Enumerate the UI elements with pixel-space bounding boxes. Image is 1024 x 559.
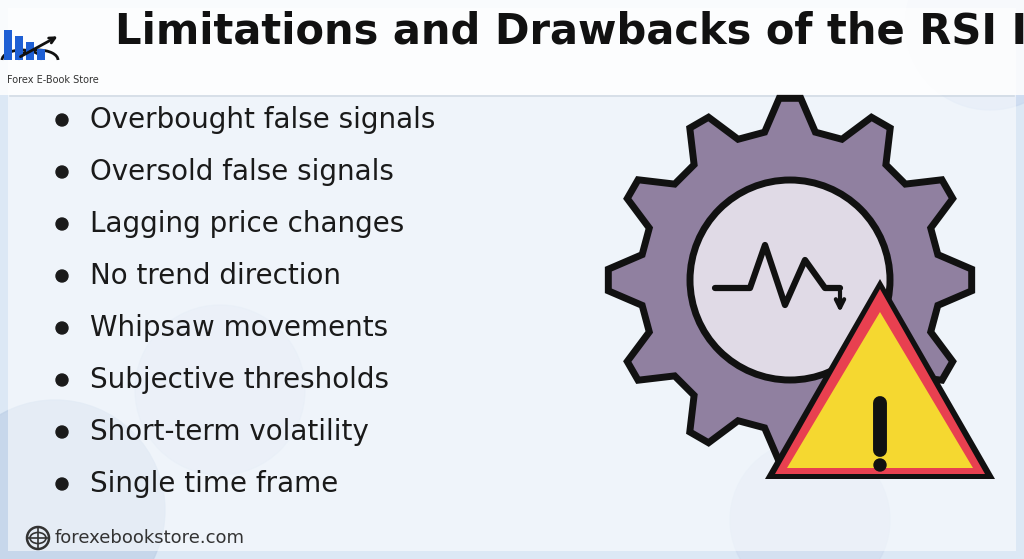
Bar (26, 42, 34, 60)
Polygon shape (608, 98, 972, 462)
Text: Whipsaw movements: Whipsaw movements (90, 314, 388, 342)
FancyBboxPatch shape (0, 0, 1024, 95)
Text: Limitations and Drawbacks of the RSI Indicator: Limitations and Drawbacks of the RSI Ind… (115, 10, 1024, 52)
Circle shape (730, 440, 890, 559)
Bar (37, 49, 45, 60)
Text: Single time frame: Single time frame (90, 470, 338, 498)
Polygon shape (765, 279, 995, 479)
Circle shape (56, 270, 68, 282)
Circle shape (905, 0, 1024, 110)
Circle shape (135, 305, 305, 475)
Text: Short-term volatility: Short-term volatility (90, 418, 369, 446)
Circle shape (874, 459, 886, 471)
Circle shape (56, 374, 68, 386)
Polygon shape (787, 312, 973, 468)
Circle shape (56, 322, 68, 334)
Text: No trend direction: No trend direction (90, 262, 341, 290)
Circle shape (690, 180, 890, 380)
Polygon shape (775, 289, 985, 474)
Text: Subjective thresholds: Subjective thresholds (90, 366, 389, 394)
Circle shape (56, 478, 68, 490)
Text: Overbought false signals: Overbought false signals (90, 106, 435, 134)
Text: Lagging price changes: Lagging price changes (90, 210, 404, 238)
Bar (15, 36, 23, 60)
Circle shape (56, 218, 68, 230)
Circle shape (56, 426, 68, 438)
Text: Forex E-Book Store: Forex E-Book Store (7, 75, 98, 85)
Circle shape (56, 114, 68, 126)
Bar (4, 30, 12, 60)
FancyBboxPatch shape (8, 8, 1016, 551)
Text: forexebookstore.com: forexebookstore.com (55, 529, 245, 547)
Text: Oversold false signals: Oversold false signals (90, 158, 394, 186)
Circle shape (56, 166, 68, 178)
Circle shape (0, 400, 165, 559)
